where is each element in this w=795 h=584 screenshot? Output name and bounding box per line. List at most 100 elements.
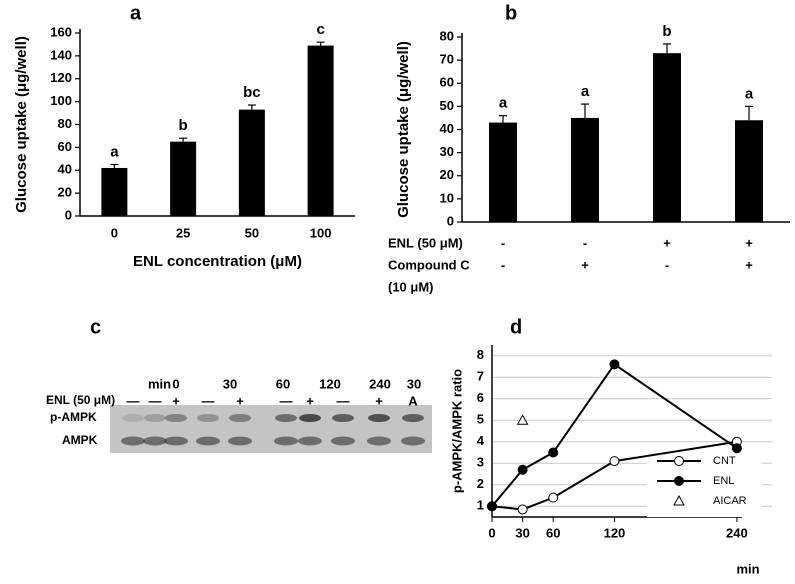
y-tick-label: 5 [477,412,484,427]
blot-band [298,436,322,446]
marker [548,492,559,503]
y-tick-label: 140 [50,47,72,62]
y-tick-label: 80 [58,116,72,131]
y-axis-label: Glucose uptake (μg/well) [13,36,30,213]
legend-label: CNT [713,455,736,467]
blot-treatment: + [236,393,244,408]
x-tick-label: 25 [176,225,190,240]
y-tick-label: 50 [440,98,454,113]
blot-row-label: p-AMPK [50,410,97,424]
bar [170,141,197,216]
y-tick-label: 2 [477,476,484,491]
panel-label: b [505,2,517,24]
y-tick-label: 160 [50,24,72,39]
blot-time: 0 [172,376,179,391]
significance-letter: b [179,117,188,134]
blot-treatment: — [337,393,350,408]
blot-time: 60 [276,376,290,391]
blot-background [110,405,432,453]
legend-label: AICAR [713,495,747,507]
y-tick-label: 20 [440,167,454,182]
significance-letter: a [581,83,590,100]
panel-label: a [130,2,142,24]
y-tick-label: 1 [477,498,484,513]
y-tick-label: 4 [477,433,485,448]
bar [653,53,681,222]
blot-row-label: AMPK [62,433,98,447]
blot-band [122,414,144,422]
blot-treatment: + [306,393,314,408]
x-tick-label: 0 [111,225,118,240]
blot-band [165,414,187,422]
condition-sign: - [501,235,505,250]
bar [571,117,599,222]
condition-sign: + [663,235,671,250]
blot-band [331,436,355,446]
legend-marker [674,456,684,466]
legend-marker [673,494,685,506]
blot-band [144,414,166,422]
condition-sign: - [501,257,505,272]
blot-band [229,414,251,422]
blot-time: 30 [223,376,237,391]
y-tick-label: 60 [58,139,72,154]
bar [307,45,334,216]
significance-letter: c [316,21,324,38]
blot-band [274,436,298,446]
y-tick-label: 3 [477,455,484,470]
marker [731,443,742,454]
condition-sign: - [665,257,669,272]
y-axis-label: Glucose uptake (μg/well) [395,41,412,218]
marker [548,447,559,458]
y-tick-label: 8 [477,347,484,362]
significance-letter: a [110,144,119,161]
blot-time: 240 [369,376,391,391]
y-axis-label: p-AMPK/AMPK ratio [449,369,464,493]
condition-sign: + [745,257,753,272]
blot-band [402,414,424,422]
marker [609,456,620,467]
condition-sign: + [581,257,589,272]
blot-band [332,414,354,422]
blot-treatment: — [127,393,140,408]
blot-band [164,436,188,446]
x-tick-label: 120 [604,525,626,540]
bar [238,109,265,216]
significance-letter: a [745,85,754,102]
y-tick-label: 40 [58,162,72,177]
blot-treatment: + [375,393,383,408]
condition-note: (10 μM) [388,279,434,294]
y-tick-label: 20 [58,185,72,200]
y-tick-label: 0 [65,207,72,222]
x-tick-label: 30 [515,525,529,540]
blot-time-label: min [148,376,171,391]
significance-letter: a [499,95,508,112]
y-tick-label: 30 [440,144,454,159]
y-tick-label: 10 [440,190,454,205]
x-axis-label: min [736,561,759,576]
y-tick-label: 7 [477,369,484,384]
marker [517,504,528,515]
blot-band [228,436,252,446]
condition-label: Compound C [388,257,470,272]
y-tick-label: 100 [50,93,72,108]
condition-sign: + [745,235,753,250]
blot-band [143,436,167,446]
blot-treatment: — [202,393,215,408]
condition-sign: - [583,235,587,250]
blot-treatment: — [149,393,162,408]
x-tick-label: 60 [546,525,560,540]
blot-treatment: + [172,393,180,408]
y-tick-label: 70 [440,52,454,67]
blot-band [367,436,391,446]
blot-band [275,414,297,422]
bar [101,167,128,216]
y-tick-label: 0 [447,213,454,228]
x-tick-label: 100 [310,225,332,240]
blot-band [197,414,219,422]
marker [516,414,529,425]
y-tick-label: 60 [440,75,454,90]
marker [487,501,497,512]
x-tick-label: 50 [245,225,259,240]
